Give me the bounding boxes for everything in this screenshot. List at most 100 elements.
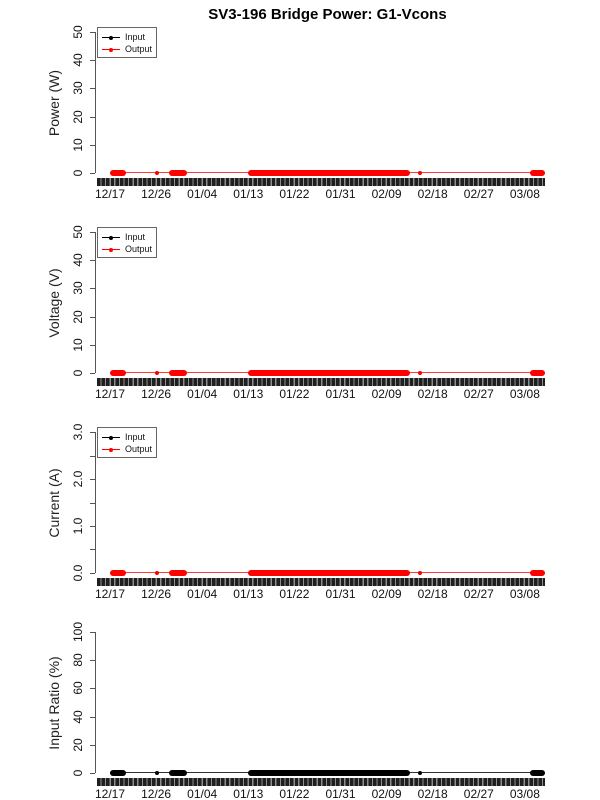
data-point	[154, 770, 159, 775]
y-tick	[90, 344, 95, 346]
x-tick-label: 12/26	[141, 187, 172, 201]
y-tick	[90, 173, 95, 174]
x-tick-label: 02/09	[371, 387, 402, 401]
legend-series-swatch	[102, 45, 120, 53]
x-tick-label: 02/09	[371, 787, 402, 800]
y-axis-title: Voltage (V)	[46, 267, 62, 338]
x-tick-label: 01/04	[187, 187, 218, 201]
x-tick-label: 01/22	[279, 187, 310, 201]
x-tick-label: 01/22	[279, 387, 310, 401]
y-tick-label: 20	[71, 309, 85, 324]
legend-series-swatch	[102, 245, 120, 253]
legend-label: Input	[125, 32, 146, 42]
data-point	[154, 570, 159, 575]
y-tick	[90, 232, 95, 233]
x-tick-label: 03/08	[509, 787, 540, 800]
y-axis-line	[95, 432, 96, 573]
y-tick-label: 50	[71, 225, 85, 239]
data-point	[417, 570, 422, 575]
legend-point-icon	[109, 47, 113, 52]
x-tick-label: 02/09	[371, 587, 402, 601]
legend-point-icon	[109, 235, 113, 240]
x-tick-label: 02/27	[463, 187, 494, 201]
legend-point-icon	[109, 435, 113, 440]
legend-item: Input	[102, 231, 152, 243]
y-tick	[90, 744, 95, 746]
legend: Input Output	[97, 427, 158, 458]
rug-strip	[97, 578, 545, 586]
x-tick-label: 12/17	[94, 387, 126, 401]
x-tick-label: 01/13	[233, 587, 264, 601]
x-tick-label: 02/27	[463, 787, 494, 800]
x-tick-label: 01/04	[187, 387, 218, 401]
data-cluster	[110, 769, 127, 776]
legend-item: Input	[102, 431, 152, 443]
x-tick-label: 01/04	[187, 787, 218, 800]
panel-voltage: 0 10 20 30 40 50 Voltage (V) 12/17 12/26 01/04 01/…	[0, 200, 600, 401]
legend: Input Output	[97, 227, 158, 258]
legend-series-swatch	[102, 233, 120, 241]
y-tick-label: 100	[71, 621, 85, 643]
y-tick	[90, 432, 95, 433]
legend-series-swatch	[102, 433, 120, 441]
y-tick-label: 2.0	[71, 470, 85, 488]
y-tick-label: 0	[71, 369, 85, 377]
data-cluster	[247, 369, 411, 376]
rug-strip	[97, 178, 545, 186]
legend-series-swatch	[102, 445, 120, 453]
x-tick-label: 02/18	[417, 187, 448, 201]
y-tick-label: 10	[71, 138, 85, 152]
legend: Input Output	[97, 27, 158, 58]
x-tick-label: 02/09	[371, 187, 402, 201]
data-point	[417, 770, 422, 775]
y-minor-tick	[90, 455, 95, 457]
legend-point-icon	[109, 447, 113, 452]
x-tick-label: 01/31	[325, 787, 356, 800]
y-tick	[90, 60, 95, 62]
x-tick-label: 12/17	[94, 787, 126, 800]
legend-series-swatch	[102, 33, 120, 41]
legend-label: Output	[125, 44, 153, 54]
y-tick	[90, 144, 95, 146]
legend-item: Input	[102, 31, 152, 43]
data-point	[154, 170, 159, 175]
data-cluster	[169, 169, 187, 176]
data-cluster	[530, 769, 545, 776]
panel-power: 0 10 20 30 40 50 Power (W) 12/17 12/26 01/04 01/13…	[0, 0, 600, 201]
x-tick-label: 12/26	[141, 387, 172, 401]
y-tick	[90, 526, 95, 527]
data-cluster	[247, 169, 411, 176]
legend-label: Output	[125, 244, 153, 254]
data-cluster	[110, 169, 127, 176]
rug-strip	[97, 378, 545, 386]
data-cluster	[247, 569, 411, 576]
y-tick	[90, 316, 95, 318]
y-tick-label: 0	[71, 769, 85, 777]
legend-label: Output	[125, 444, 153, 454]
y-tick	[90, 716, 95, 718]
y-axis-title: Input Ratio (%)	[46, 655, 62, 750]
y-tick	[90, 288, 95, 290]
y-tick	[90, 32, 95, 33]
y-tick-label: 40	[71, 709, 85, 724]
x-tick-label: 01/31	[325, 187, 356, 201]
data-cluster	[110, 369, 127, 376]
y-axis-line	[95, 232, 96, 373]
y-tick	[90, 373, 95, 374]
x-tick-label: 01/13	[233, 787, 264, 800]
legend-point-icon	[109, 247, 113, 252]
legend-label: Input	[125, 432, 146, 442]
x-tick-label: 02/27	[463, 587, 494, 601]
data-cluster	[169, 769, 187, 776]
y-axis-line	[95, 32, 96, 173]
x-tick-label: 01/22	[279, 587, 310, 601]
y-tick	[90, 660, 95, 662]
data-cluster	[247, 769, 411, 776]
y-tick	[90, 688, 95, 690]
legend-label: Input	[125, 232, 146, 242]
y-tick-label: 0.0	[71, 564, 85, 582]
x-tick-label: 01/31	[325, 387, 356, 401]
x-tick-label: 02/27	[463, 387, 494, 401]
x-tick-label: 01/04	[187, 587, 218, 601]
data-cluster	[530, 169, 545, 176]
